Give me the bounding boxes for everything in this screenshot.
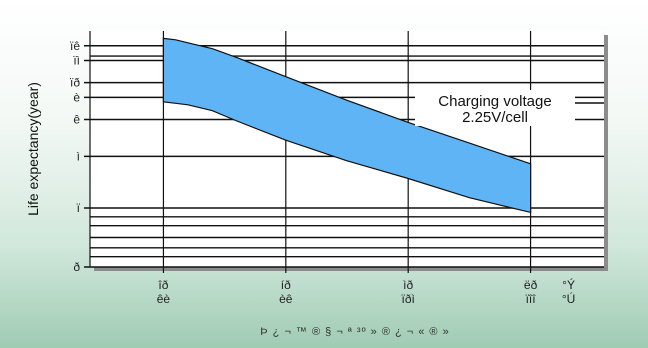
x-tick-label-bottom: ïðì	[402, 292, 415, 306]
x-tick-label-top: îð	[157, 278, 168, 292]
x-unit-top: °Ý	[562, 277, 575, 292]
y-tick-label: ïð	[70, 76, 80, 90]
annotation-line-1: Charging voltage	[438, 93, 551, 110]
y-tick-label: è	[73, 90, 80, 104]
x-tick-label-bottom: êè	[157, 292, 171, 306]
y-tick-label: ê	[73, 113, 80, 127]
y-tick-label: ïê	[70, 39, 80, 53]
data-band-layer	[162, 37, 532, 214]
x-tick-label-bottom: ïîî	[526, 292, 537, 306]
x-axis-label: Þ ¿ ¬ ™ ® § ¬ ª ³º » ® ¿ ¬ « ® »	[260, 326, 449, 338]
y-tick-label: ïì	[73, 54, 80, 68]
annotation-line-2: 2.25V/cell	[462, 109, 528, 126]
x-tick-label-top: ëð	[524, 278, 538, 292]
annotation-box	[415, 90, 575, 126]
y-tick-label: ï	[77, 201, 81, 215]
y-axis-label: Life expectancy(year)	[25, 82, 41, 216]
y-tick-label: ì	[77, 149, 80, 163]
x-tick-label-top: ìð	[403, 278, 413, 292]
annotation-layer: Charging voltage 2.25V/cell	[415, 90, 604, 126]
x-tick-label-bottom: èê	[279, 292, 293, 306]
life-expectancy-band	[162, 37, 532, 214]
x-unit-bottom: °Ú	[562, 291, 575, 306]
x-tick-label-top: íð	[281, 278, 291, 292]
y-tick-label: ð	[73, 260, 80, 274]
